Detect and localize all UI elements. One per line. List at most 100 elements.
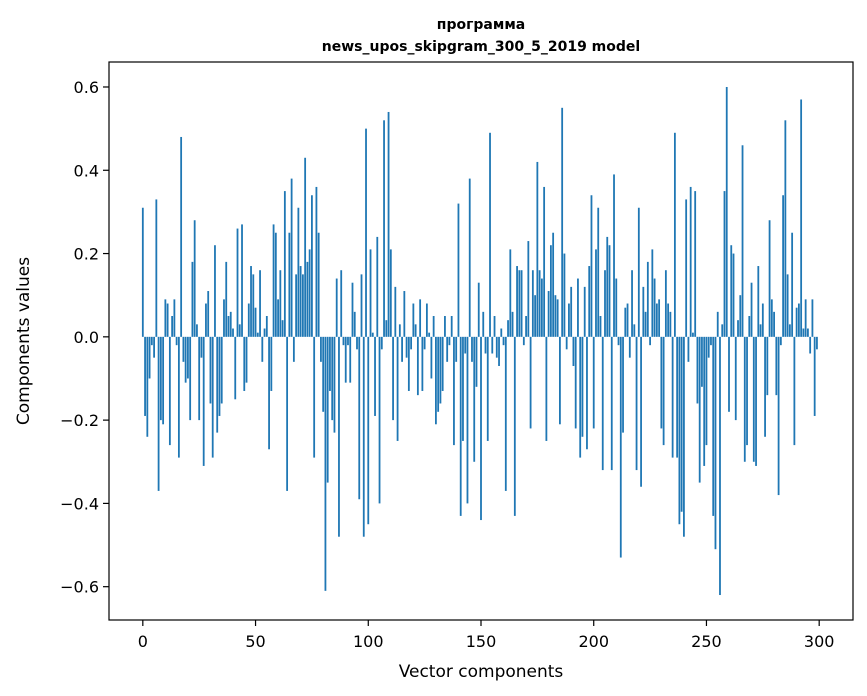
bar [164,299,167,337]
bar [335,278,338,337]
bar [649,336,651,346]
bar [534,295,537,337]
bar [464,336,467,354]
y-tick-label: −0.4 [60,494,99,513]
bar [425,303,428,337]
bar [162,336,165,425]
bar [146,336,149,437]
bar [412,303,415,337]
bar [694,191,697,337]
bar [358,336,361,500]
bar [265,316,268,337]
y-tick-label: 0.0 [74,328,99,347]
bar [725,86,728,337]
bar [270,336,273,391]
bar [468,178,471,337]
bar [685,199,688,337]
bar [689,186,692,337]
bar [274,232,277,337]
x-axis-ticks: 0 50 100 150 200 250 300 [138,620,834,651]
bar [786,274,789,337]
bar [813,336,816,416]
bar [238,324,241,337]
bar [597,207,600,337]
bar [525,316,527,337]
bar [263,328,266,337]
bar [254,307,257,337]
y-tick-label: 0.4 [74,161,99,180]
bar [261,336,264,362]
bar [502,336,505,346]
bar [475,336,478,387]
bar [329,336,331,391]
bar [347,336,349,346]
bar [378,336,381,504]
bar [220,336,223,404]
bar [701,336,703,387]
bar [286,336,289,491]
plot-area-frame [108,61,854,621]
y-axis-ticks: −0.6 −0.4 −0.2 0.0 0.2 0.4 0.6 [60,78,109,597]
bar [610,336,613,471]
bar [538,270,541,337]
bar [549,245,552,337]
bar [707,336,710,358]
bar [626,303,629,337]
bar [200,336,203,358]
bar [374,336,376,416]
bar [554,295,557,337]
bar [299,266,302,337]
bar [791,232,794,337]
bar [471,336,473,362]
bar [816,336,818,350]
bar [518,270,521,337]
bar [380,336,383,350]
bar [683,336,685,537]
bar [297,207,300,337]
y-axis-label: Components values [14,257,34,425]
bar [367,336,370,525]
bar [703,336,706,466]
bar [646,261,649,337]
bar [191,261,194,337]
bar [362,336,365,537]
bar [802,328,805,337]
bar [608,245,611,337]
bar [256,332,259,337]
bar [320,336,322,362]
bar [245,336,248,383]
bar [153,336,155,358]
bar [308,249,311,337]
bar [757,266,760,337]
bar [232,328,234,337]
y-tick-label: 0.6 [74,78,99,97]
bar [216,336,219,433]
bar [466,336,469,504]
bar [247,303,250,337]
bar [728,336,730,412]
bar [615,278,618,337]
bar [419,299,422,337]
bar [809,336,812,354]
bar [716,311,719,337]
bar [148,336,151,379]
bar [171,316,174,337]
bar [277,299,279,337]
bar [383,120,385,337]
bar [493,316,496,337]
bar [595,249,597,337]
bar [495,336,498,358]
bar [613,174,615,337]
bar [768,220,771,337]
bar [315,186,318,337]
x-axis-label: Vector components [399,662,564,682]
x-tick-label: 250 [691,632,722,651]
bar [283,191,286,337]
bar [543,186,546,337]
bar [698,336,701,483]
bar [155,199,158,337]
bar [473,336,476,462]
bar [459,336,462,516]
bar [653,278,656,337]
bar [599,316,602,337]
